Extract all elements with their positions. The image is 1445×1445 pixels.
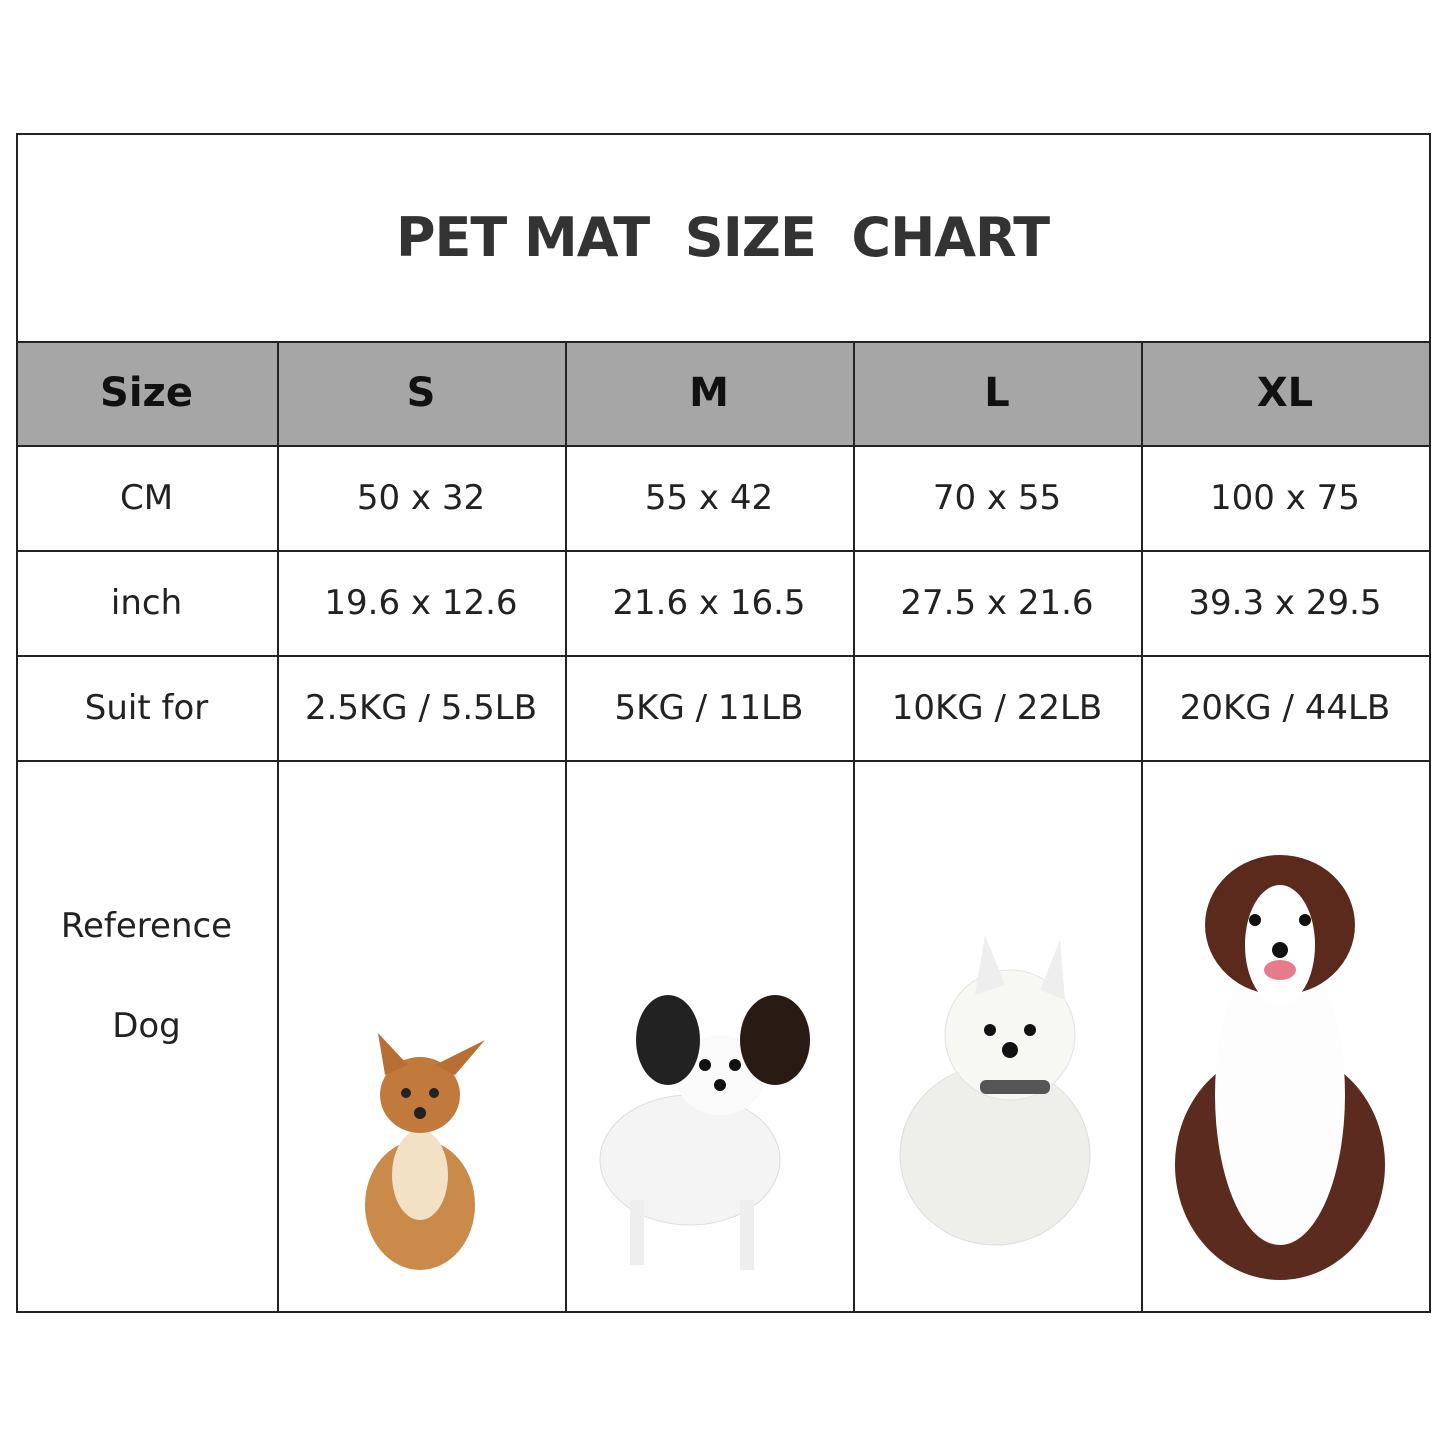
row-border — [16, 760, 1431, 762]
table-cell: 50 x 32 — [356, 477, 486, 518]
reference-text: Dog — [112, 1005, 181, 1046]
header-cell: S — [277, 341, 565, 445]
column-border — [565, 341, 567, 1311]
header-cell: XL — [1141, 341, 1429, 445]
row-border — [16, 133, 1431, 135]
table-cell: 5KG / 11LB — [614, 687, 804, 728]
table-cell: 39.3 x 29.5 — [1188, 582, 1382, 623]
reference-label: Reference Dog — [16, 760, 277, 1311]
dog-large — [899, 935, 1091, 1246]
reference-text: Reference — [60, 905, 233, 946]
row-border — [16, 445, 1431, 447]
row-border — [16, 550, 1431, 552]
header-cell: L — [853, 341, 1141, 445]
column-border — [1141, 341, 1143, 1311]
table-cell: 10KG / 22LB — [891, 687, 1103, 728]
table-cell: Suit for — [84, 687, 209, 728]
table-cell: 19.6 x 12.6 — [324, 582, 518, 623]
column-border — [277, 341, 279, 1311]
column-border — [16, 133, 18, 1311]
row-border — [16, 341, 1431, 343]
table-cell: 21.6 x 16.5 — [612, 582, 806, 623]
header-cell: Size — [16, 341, 277, 445]
dog-small — [365, 1033, 485, 1270]
table-cell: 55 x 42 — [644, 477, 774, 518]
table-cell: 70 x 55 — [932, 477, 1062, 518]
row-border — [16, 1311, 1431, 1313]
header-cell: M — [565, 341, 853, 445]
column-border — [1429, 133, 1431, 1311]
table-cell: 2.5KG / 5.5LB — [304, 687, 538, 728]
table-cell: 20KG / 44LB — [1179, 687, 1391, 728]
dog-medium — [599, 995, 810, 1270]
table-cell: 100 x 75 — [1210, 477, 1360, 518]
dog-xlarge — [1175, 855, 1385, 1280]
row-border — [16, 655, 1431, 657]
table-cell: inch — [110, 582, 183, 623]
title: PET MAT SIZE CHART — [395, 205, 1050, 269]
table-cell: 27.5 x 21.6 — [900, 582, 1094, 623]
table-cell: CM — [119, 477, 174, 518]
column-border — [853, 341, 855, 1311]
